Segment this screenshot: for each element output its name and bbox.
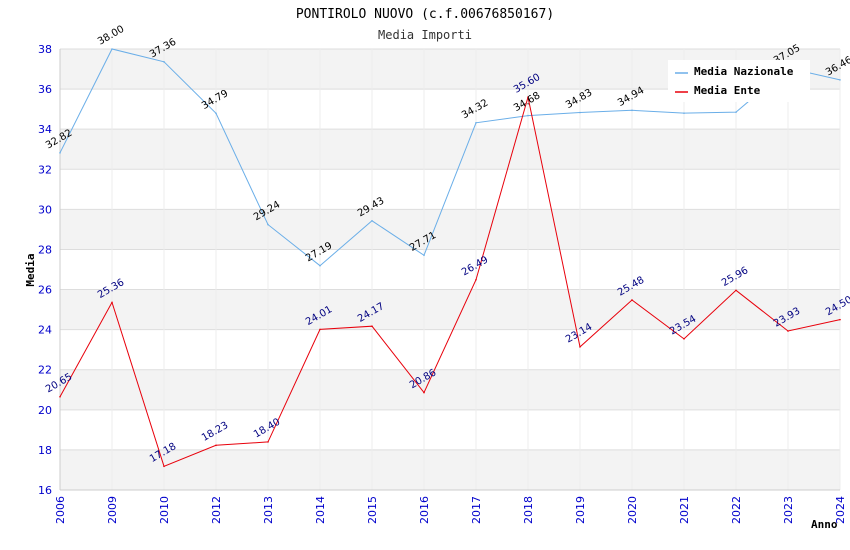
- x-tick-label: 2021: [678, 496, 691, 524]
- legend: Media Nazionale Media Ente: [668, 60, 810, 102]
- data-label: 26.49: [460, 254, 490, 278]
- data-point: [735, 289, 737, 292]
- data-label: 34.79: [200, 88, 230, 112]
- data-point: [371, 219, 373, 222]
- data-point: [163, 465, 165, 468]
- y-axis-ticks: 16 18 20 22 24 26 28 30 32 34 36 38: [38, 43, 52, 497]
- grid-band: [60, 209, 840, 250]
- y-tick-label: 20: [38, 404, 52, 417]
- grid-band: [60, 449, 840, 490]
- x-tick-label: 2016: [418, 496, 431, 524]
- data-point: [527, 114, 529, 117]
- x-axis-ticks: 2006 2009 2010 2012 2013 2014 2015 2016 2017 2018…: [54, 496, 847, 524]
- data-point: [475, 278, 477, 281]
- chart-subtitle: Media Importi: [378, 28, 472, 42]
- grid-band: [60, 129, 840, 170]
- y-tick-label: 26: [38, 284, 52, 297]
- y-tick-label: 16: [38, 484, 52, 497]
- x-tick-label: 2018: [522, 496, 535, 524]
- chart-title: PONTIROLO NUOVO (c.f.00676850167): [296, 7, 554, 22]
- data-label: 18.40: [252, 417, 282, 441]
- series-line-nazionale: [59, 48, 841, 267]
- data-point: [475, 121, 477, 124]
- x-axis-label: Anno: [811, 518, 838, 531]
- data-point: [267, 441, 269, 443]
- data-point: [215, 444, 217, 447]
- x-tick-label: 2014: [314, 496, 327, 524]
- x-tick-label: 2017: [470, 496, 483, 524]
- grid-bands: [60, 49, 840, 490]
- data-label: 18.23: [200, 420, 230, 444]
- data-point: [319, 264, 321, 267]
- data-label: 25.96: [720, 265, 750, 289]
- data-point: [527, 96, 529, 98]
- data-point: [267, 223, 269, 226]
- data-point: [319, 328, 321, 331]
- data-point: [787, 330, 789, 332]
- y-tick-label: 28: [38, 243, 52, 256]
- data-label: 34.83: [564, 87, 594, 111]
- data-point: [163, 61, 165, 63]
- series-line-ente: [59, 96, 841, 467]
- data-point: [423, 391, 425, 394]
- x-tick-label: 2015: [366, 496, 379, 524]
- y-tick-label: 30: [38, 203, 52, 216]
- data-point: [839, 79, 841, 81]
- grid-lines: [59, 48, 841, 491]
- grid-band: [60, 369, 840, 410]
- data-point: [59, 395, 61, 398]
- data-point: [111, 48, 113, 50]
- y-tick-label: 24: [38, 324, 52, 337]
- data-point: [579, 346, 581, 348]
- data-label: 38.00: [96, 24, 126, 48]
- data-point: [111, 301, 113, 304]
- legend-label-nazionale: Media Nazionale: [694, 65, 794, 78]
- data-point: [839, 318, 841, 321]
- x-tick-label: 2023: [782, 496, 795, 524]
- data-point: [631, 299, 633, 301]
- y-tick-label: 38: [38, 43, 52, 56]
- legend-box: [668, 60, 810, 102]
- data-point: [735, 111, 737, 113]
- y-tick-label: 36: [38, 83, 52, 96]
- data-point: [683, 112, 685, 114]
- legend-label-ente: Media Ente: [694, 84, 761, 97]
- data-point: [371, 325, 373, 328]
- x-tick-label: 2012: [210, 496, 223, 524]
- x-tick-label: 2024: [834, 496, 847, 524]
- grid-band: [60, 289, 840, 330]
- data-point: [631, 109, 633, 112]
- x-tick-label: 2013: [262, 496, 275, 524]
- x-tick-label: 2020: [626, 496, 639, 524]
- data-point: [579, 111, 581, 114]
- y-tick-label: 32: [38, 163, 52, 176]
- data-point: [683, 338, 685, 340]
- x-tick-label: 2010: [158, 496, 171, 524]
- data-point: [59, 152, 61, 154]
- x-tick-label: 2009: [106, 496, 119, 524]
- data-point: [215, 112, 217, 115]
- y-tick-label: 34: [38, 123, 52, 136]
- y-tick-label: 22: [38, 364, 52, 377]
- x-tick-label: 2006: [54, 496, 67, 524]
- x-tick-label: 2022: [730, 496, 743, 524]
- x-tick-label: 2019: [574, 496, 587, 524]
- data-label: 34.32: [460, 98, 490, 122]
- data-point: [423, 254, 425, 257]
- y-tick-label: 18: [38, 444, 52, 457]
- y-axis-label: Media: [24, 253, 37, 286]
